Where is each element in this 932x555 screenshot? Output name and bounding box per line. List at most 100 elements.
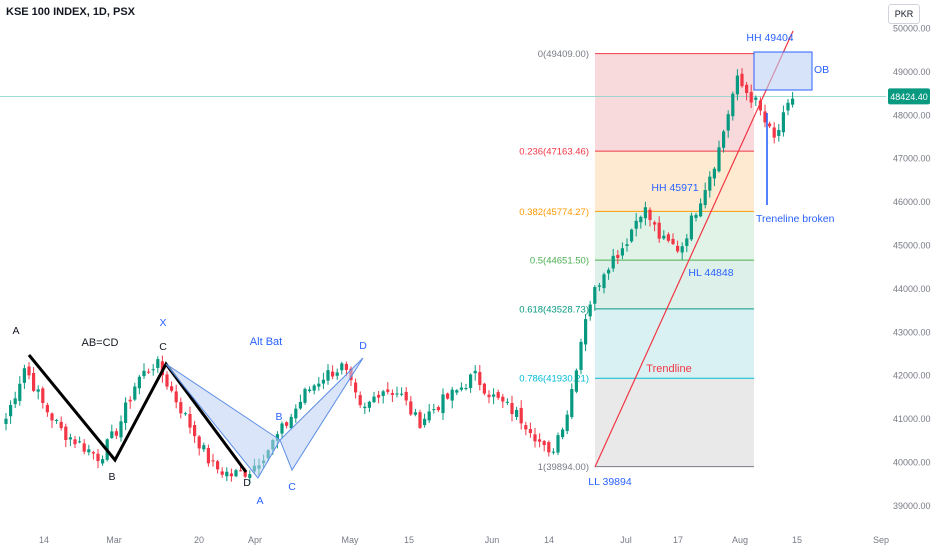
candle-body	[36, 389, 40, 392]
candle-body	[27, 366, 31, 376]
candle-body	[326, 370, 330, 381]
candle-body	[556, 435, 560, 453]
candle-body	[32, 373, 36, 391]
candle-body	[229, 473, 233, 477]
candle-body	[275, 434, 279, 441]
y-tick-label: 39000.00	[893, 501, 931, 511]
candle-body	[791, 98, 795, 105]
candle-body	[91, 452, 95, 454]
candle-body	[699, 203, 703, 217]
x-tick-label: Jul	[620, 535, 632, 545]
x-tick-label: Mar	[106, 535, 122, 545]
candle-body	[321, 379, 325, 384]
candle-body	[643, 207, 647, 219]
candle-body	[482, 383, 486, 394]
candle-body	[386, 389, 390, 392]
x-tick-label: Aug	[732, 535, 748, 545]
candle-body	[758, 100, 762, 111]
candle-body	[436, 407, 440, 411]
candle-body	[41, 388, 45, 403]
fib-zone	[595, 378, 754, 467]
candle-body	[409, 401, 413, 415]
candle-body	[441, 394, 445, 414]
y-tick-label: 49000.00	[893, 67, 931, 77]
candle-body	[340, 363, 344, 371]
currency-button[interactable]: PKR	[888, 4, 920, 24]
candle-body	[367, 401, 371, 408]
candle-body	[427, 411, 431, 421]
abcd-title: AB=CD	[82, 337, 119, 349]
candle-body	[114, 431, 118, 436]
candle-body	[225, 471, 229, 477]
candle-body	[335, 372, 339, 376]
candle-body	[542, 441, 546, 446]
candle-body	[519, 407, 523, 424]
candle-body	[170, 386, 174, 391]
candle-body	[653, 222, 657, 225]
candle-body	[740, 73, 744, 87]
candle-body	[18, 383, 22, 401]
bat-title: Alt Bat	[250, 336, 282, 348]
ll-label: LL 39894	[588, 476, 632, 488]
candle-body	[528, 429, 532, 434]
candle-body	[55, 419, 59, 421]
candle-body	[59, 421, 63, 429]
x-tick-label: Apr	[248, 535, 262, 545]
candle-body	[151, 369, 155, 371]
y-tick-label: 47000.00	[893, 154, 931, 164]
candle-body	[597, 285, 601, 287]
candle-body	[193, 425, 197, 437]
fib-label: 0.382(45774.27)	[519, 207, 589, 218]
candle-body	[446, 393, 450, 399]
abcd-point-label: D	[243, 477, 251, 489]
candle-body	[294, 408, 298, 419]
candle-body	[689, 215, 693, 240]
candle-body	[712, 168, 716, 179]
candle-body	[128, 399, 132, 402]
price-badge-label: 48424.40	[890, 92, 928, 102]
candle-body	[4, 418, 8, 424]
candle-body	[234, 470, 238, 477]
candle-body	[381, 391, 385, 396]
candle-body	[220, 471, 224, 475]
candle-body	[9, 404, 13, 417]
fib-label: 0(49409.00)	[538, 49, 589, 60]
candle-body	[96, 453, 100, 462]
candle-body	[561, 429, 565, 438]
candle-body	[584, 319, 588, 345]
abcd-pattern	[27, 354, 248, 473]
order-block-label: OB	[814, 64, 829, 76]
candle-body	[616, 254, 620, 258]
candle-body	[298, 401, 302, 409]
candle-body	[731, 93, 735, 117]
candle-body	[179, 402, 183, 414]
candle-body	[124, 402, 128, 423]
candle-body	[777, 129, 781, 136]
candle-body	[657, 222, 661, 239]
candle-body	[469, 374, 473, 389]
candle-body	[533, 434, 537, 442]
candle-body	[464, 388, 468, 390]
candle-body	[45, 404, 49, 413]
candle-body	[147, 371, 151, 373]
candle-body	[344, 363, 348, 370]
candle-body	[768, 123, 772, 127]
candle-body	[680, 246, 684, 253]
y-tick-label: 48000.00	[893, 110, 931, 120]
fib-label: 0.5(44651.50)	[530, 256, 589, 267]
candle-body	[717, 147, 721, 172]
candle-body	[515, 409, 519, 418]
candle-body	[216, 461, 220, 470]
y-tick-label: 44000.00	[893, 284, 931, 294]
candle-body	[165, 374, 169, 387]
candle-body	[671, 238, 675, 245]
candle-body	[551, 451, 555, 453]
x-tick-label: 15	[404, 535, 414, 545]
bat-point-label: C	[288, 481, 296, 493]
candle-body	[781, 112, 785, 133]
candle-body	[459, 387, 463, 390]
bat-point-label: A	[256, 495, 263, 507]
candle-body	[308, 389, 312, 392]
candle-body	[188, 413, 192, 428]
